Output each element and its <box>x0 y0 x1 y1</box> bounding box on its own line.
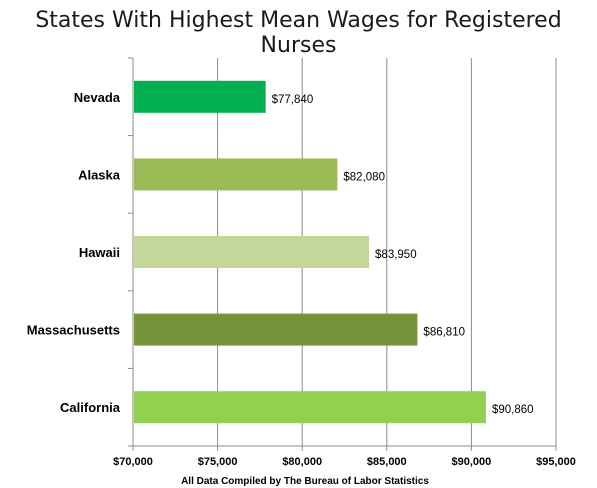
x-tick-label: $75,000 <box>198 456 238 468</box>
category-label: Alaska <box>78 167 121 182</box>
bar-hawaii <box>134 236 370 268</box>
category-label: Hawaii <box>79 245 120 260</box>
bar-california <box>134 391 486 424</box>
data-label: $77,840 <box>272 94 314 106</box>
bars <box>134 80 486 424</box>
x-tick-label: $70,000 <box>113 456 153 468</box>
data-label: $82,080 <box>343 171 385 183</box>
chart-title: States With Highest Mean Wages for Regis… <box>35 8 562 58</box>
data-label: $86,810 <box>423 327 465 339</box>
axes <box>128 57 557 451</box>
category-label: Nevada <box>74 90 121 105</box>
x-tick-label: $85,000 <box>367 456 407 468</box>
data-label: $90,860 <box>492 404 534 416</box>
labels: $70,000 $75,000 $80,000 $85,000 $90,000 $95,0… <box>27 90 576 468</box>
x-tick-label: $95,000 <box>536 456 576 468</box>
bar-nevada <box>134 80 266 113</box>
data-label: $83,950 <box>375 249 417 261</box>
x-tick-label: $90,000 <box>452 456 492 468</box>
category-label: California <box>60 400 121 415</box>
x-axis-title: All Data Compiled by The Bureau of Labor… <box>181 476 429 487</box>
bar-massachusetts <box>134 313 418 346</box>
bar-alaska <box>134 158 338 191</box>
category-label: Massachusetts <box>27 323 120 338</box>
x-tick-label: $80,000 <box>282 456 322 468</box>
